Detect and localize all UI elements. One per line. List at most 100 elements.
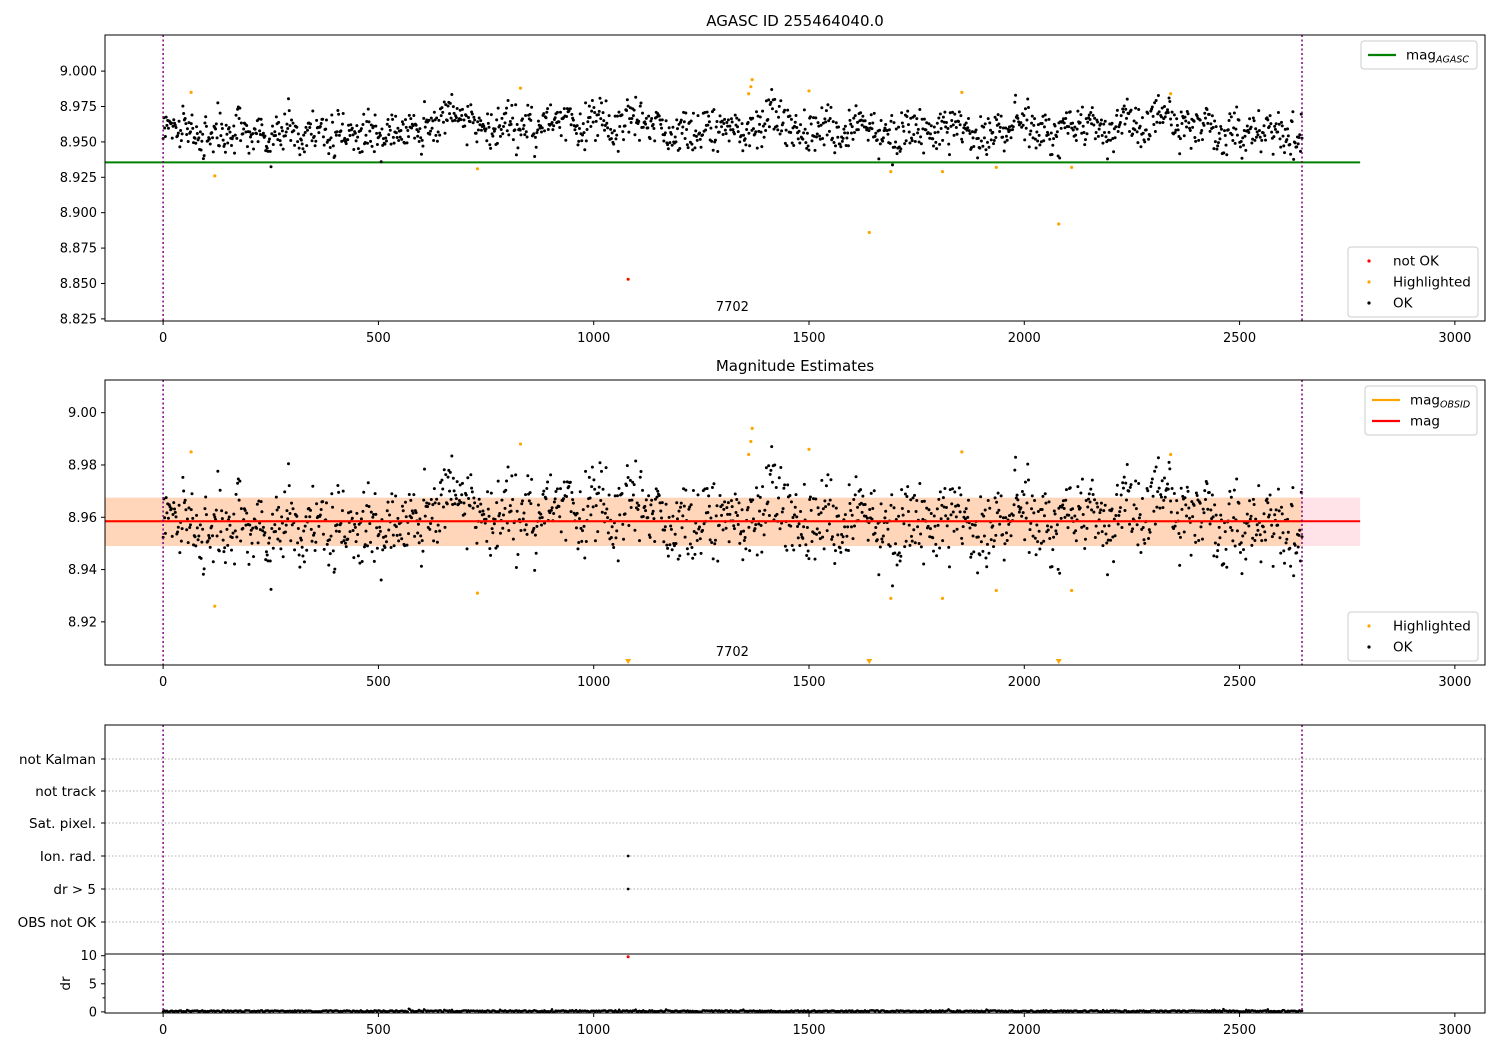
ok-point <box>470 486 474 490</box>
ok-point <box>266 559 270 563</box>
ok-point <box>725 506 729 510</box>
ok-point <box>555 487 559 491</box>
ok-point <box>873 531 877 535</box>
ok-point <box>497 514 501 518</box>
ok-point <box>403 141 407 145</box>
ok-point <box>972 144 976 148</box>
ok-point <box>416 531 420 535</box>
ok-point <box>856 505 860 509</box>
ok-point <box>829 105 833 109</box>
ok-point <box>366 481 370 485</box>
ok-point <box>1093 498 1097 502</box>
ok-point <box>836 135 840 139</box>
ok-point <box>448 101 452 105</box>
ok-point <box>504 488 508 492</box>
ok-point <box>315 502 319 506</box>
ok-point <box>1115 493 1119 497</box>
ok-point <box>717 523 721 527</box>
ok-point <box>945 524 949 528</box>
ok-point <box>261 131 265 135</box>
ok-point <box>1271 564 1275 568</box>
ok-point <box>731 128 735 132</box>
ok-point <box>261 525 265 529</box>
ok-point <box>1081 512 1085 516</box>
ok-point <box>1297 136 1301 140</box>
ok-point <box>343 136 347 140</box>
ok-point <box>163 531 167 535</box>
ok-point <box>1203 111 1207 115</box>
ok-point <box>1116 129 1120 133</box>
ok-point <box>219 530 223 534</box>
ok-point <box>1053 124 1057 128</box>
ok-point <box>1096 505 1100 509</box>
ok-point <box>535 131 539 135</box>
ok-point <box>1050 152 1054 156</box>
ok-point <box>399 128 403 132</box>
ok-point <box>1260 138 1264 142</box>
ok-point <box>1255 130 1259 134</box>
ok-point <box>451 476 455 480</box>
ok-point <box>309 122 313 126</box>
ok-point <box>881 540 885 544</box>
ok-point <box>283 112 287 116</box>
ok-point <box>581 133 585 137</box>
ok-point <box>827 502 831 506</box>
ok-point <box>1032 511 1036 515</box>
ok-point <box>918 107 922 111</box>
ok-point <box>445 118 449 122</box>
ok-point <box>1100 530 1104 534</box>
ok-point <box>612 546 616 550</box>
ok-point <box>698 525 702 529</box>
ok-point <box>1047 117 1051 121</box>
ok-point <box>1249 514 1253 518</box>
ok-point <box>847 483 851 487</box>
ok-point <box>954 126 958 130</box>
ok-point <box>208 545 212 549</box>
ok-point <box>1033 536 1037 540</box>
ok-point <box>621 130 625 134</box>
ok-point <box>397 139 401 143</box>
legend-points <box>1347 611 1479 662</box>
ok-point <box>1134 479 1138 483</box>
ok-point <box>774 486 778 490</box>
ok-point <box>699 145 703 149</box>
ok-point <box>1277 509 1281 513</box>
ok-point <box>1177 135 1181 139</box>
ok-point <box>1198 501 1202 505</box>
ok-point <box>695 138 699 142</box>
ok-point <box>790 544 794 548</box>
ok-point <box>1178 535 1182 539</box>
ok-point <box>440 478 444 482</box>
ok-point <box>544 497 548 501</box>
ok-point <box>558 110 562 114</box>
ok-point <box>296 140 300 144</box>
ok-point <box>957 119 961 123</box>
ok-point <box>487 514 491 518</box>
ok-point <box>1002 558 1006 562</box>
ok-point <box>466 476 470 480</box>
ok-point <box>729 117 733 121</box>
ok-point <box>1125 463 1129 467</box>
ok-point <box>976 535 980 539</box>
ok-point <box>831 120 835 124</box>
ok-point <box>1257 129 1261 133</box>
ok-point <box>396 516 400 520</box>
ok-point <box>226 141 230 145</box>
ok-point <box>1128 485 1132 489</box>
ok-point <box>1187 506 1191 510</box>
ok-point <box>510 103 514 107</box>
ok-point <box>406 129 410 133</box>
ok-point <box>936 523 940 527</box>
ok-point <box>950 119 954 123</box>
ok-point <box>190 113 194 117</box>
ok-point <box>1180 121 1184 125</box>
ok-point <box>324 501 328 505</box>
ok-point <box>766 117 770 121</box>
ok-point <box>916 525 920 529</box>
ok-point <box>847 108 851 112</box>
ok-point <box>465 547 469 551</box>
ok-point <box>501 125 505 129</box>
ok-point <box>903 545 907 549</box>
ok-point <box>1297 533 1301 537</box>
ok-point <box>245 511 249 515</box>
